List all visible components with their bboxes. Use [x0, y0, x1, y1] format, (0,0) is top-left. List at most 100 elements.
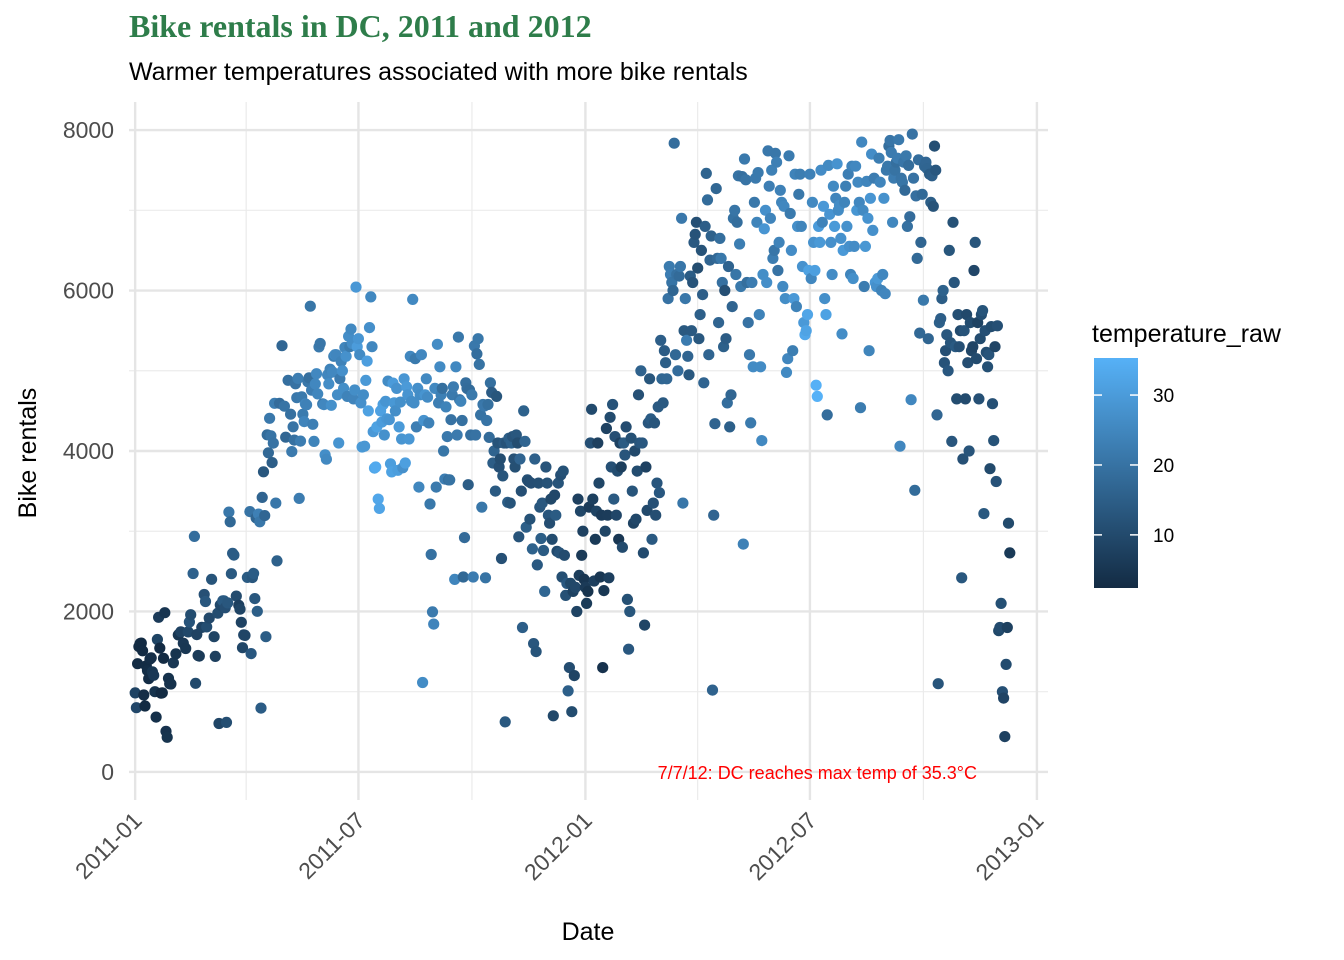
- data-point: [779, 293, 791, 305]
- data-point: [145, 652, 157, 664]
- data-point: [476, 501, 488, 513]
- data-point: [256, 491, 268, 503]
- data-point: [549, 489, 561, 501]
- data-point: [915, 236, 927, 248]
- color-legend: temperature_raw 10 20 30: [1092, 320, 1282, 588]
- data-point: [624, 605, 636, 618]
- data-point: [451, 429, 463, 441]
- data-point: [518, 405, 530, 417]
- data-point: [151, 633, 163, 646]
- data-point: [199, 595, 212, 608]
- data-point: [758, 223, 770, 235]
- data-point: [228, 549, 240, 561]
- data-point: [249, 593, 261, 605]
- data-point: [748, 196, 761, 208]
- data-point: [440, 401, 452, 413]
- data-point: [783, 150, 795, 162]
- data-point: [333, 437, 345, 449]
- data-point: [751, 216, 763, 228]
- data-point: [766, 164, 778, 176]
- data-point: [209, 650, 221, 663]
- data-point: [391, 382, 403, 394]
- data-point: [836, 328, 848, 340]
- chart-subtitle: Warmer temperatures associated with more…: [129, 58, 748, 86]
- data-point: [581, 597, 593, 610]
- data-point: [361, 355, 373, 367]
- data-point: [408, 397, 420, 409]
- data-point: [491, 390, 503, 402]
- data-point: [292, 372, 304, 384]
- data-point: [874, 176, 886, 188]
- data-point: [357, 389, 369, 401]
- data-point: [266, 457, 278, 469]
- data-point: [959, 393, 972, 405]
- data-point: [572, 493, 584, 505]
- data-point: [819, 293, 831, 305]
- data-point: [658, 345, 671, 357]
- data-point: [673, 270, 685, 282]
- data-point: [531, 559, 543, 571]
- data-point: [407, 293, 419, 305]
- data-point: [697, 289, 709, 301]
- data-point: [623, 643, 635, 655]
- data-point: [428, 618, 440, 630]
- data-point: [285, 408, 297, 420]
- data-point: [787, 345, 799, 357]
- data-point: [484, 377, 496, 389]
- data-point: [540, 461, 552, 473]
- data-point: [677, 497, 689, 509]
- data-point: [827, 180, 840, 192]
- data-point: [201, 621, 213, 633]
- data-point: [524, 513, 536, 525]
- data-point: [651, 477, 663, 489]
- data-point: [854, 402, 867, 414]
- data-point: [951, 393, 963, 405]
- data-point: [809, 264, 821, 277]
- data-point: [676, 212, 688, 224]
- data-point: [814, 236, 826, 248]
- data-point: [806, 196, 819, 208]
- data-point: [380, 395, 392, 407]
- data-point: [424, 498, 436, 510]
- data-point: [1001, 621, 1013, 634]
- data-point: [804, 168, 816, 180]
- data-point: [472, 333, 484, 345]
- data-point: [810, 379, 822, 391]
- data-point: [922, 333, 934, 345]
- data-point: [445, 414, 457, 426]
- data-point: [705, 230, 717, 242]
- data-point: [953, 341, 965, 353]
- data-point: [526, 543, 539, 555]
- data-point: [995, 597, 1007, 610]
- data-point: [764, 212, 777, 224]
- data-point: [362, 405, 374, 417]
- data-point: [879, 288, 891, 300]
- data-point: [724, 421, 736, 433]
- data-point: [769, 147, 782, 159]
- data-point: [907, 172, 920, 184]
- data-point: [948, 276, 960, 289]
- data-point: [811, 390, 823, 402]
- data-point: [848, 240, 860, 252]
- data-point: [963, 445, 975, 457]
- data-point: [550, 509, 562, 521]
- data-point: [557, 465, 569, 477]
- data-point: [729, 204, 741, 216]
- data-point: [187, 567, 199, 580]
- data-point: [535, 532, 547, 545]
- data-point: [248, 567, 260, 580]
- data-point: [962, 357, 974, 369]
- data-point: [138, 689, 150, 701]
- data-point: [223, 506, 235, 518]
- data-point: [771, 156, 783, 168]
- data-point: [473, 358, 485, 370]
- data-point: [574, 505, 587, 517]
- data-point: [167, 657, 179, 669]
- data-point: [350, 281, 362, 293]
- data-point: [413, 481, 425, 493]
- data-point: [863, 345, 875, 357]
- legend-ticks: 10 20 30: [1094, 386, 1174, 547]
- data-point: [759, 204, 772, 216]
- data-point: [905, 394, 917, 406]
